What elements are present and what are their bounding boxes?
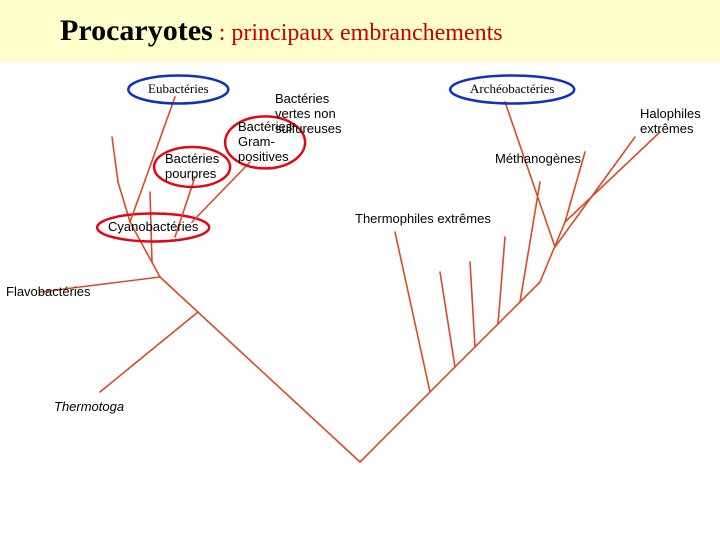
title-bar: Procaryotes : principaux embranchements <box>0 0 720 62</box>
tree-label: Méthanogènes <box>495 152 581 167</box>
tree-label: Eubactéries <box>148 82 209 97</box>
tree-label: Halophiles extrêmes <box>640 107 701 137</box>
diagram-canvas: Flavobactéries Thermotoga Cyanobactéries Ba… <box>0 62 720 532</box>
tree-label: Bactéries vertes non sulfureuses <box>275 92 341 137</box>
title-bold: Procaryotes <box>60 14 213 47</box>
tree-label: Archéobactéries <box>470 82 554 97</box>
title-rest: : principaux embranchements <box>213 20 503 46</box>
tree-label: Bactéries pourpres <box>165 152 219 182</box>
phylo-tree <box>0 62 720 532</box>
tree-label: Thermotoga <box>54 400 124 415</box>
tree-label: Cyanobactéries <box>108 220 198 235</box>
tree-label: Thermophiles extrêmes <box>355 212 491 227</box>
tree-label: Flavobactéries <box>6 285 91 300</box>
